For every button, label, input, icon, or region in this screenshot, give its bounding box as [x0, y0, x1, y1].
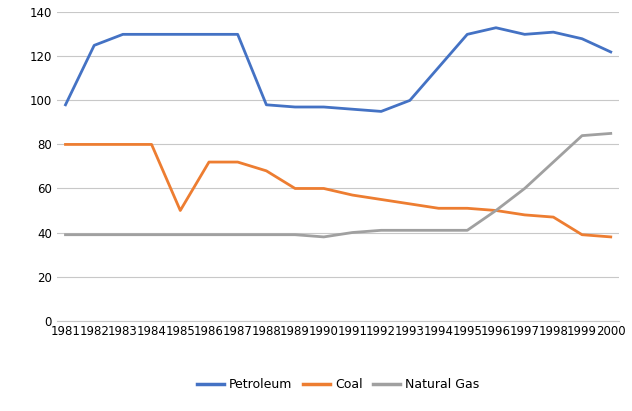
- Coal: [320, 186, 327, 191]
- Coal: [205, 159, 213, 164]
- Legend: Petroleum, Coal, Natural Gas: Petroleum, Coal, Natural Gas: [191, 373, 485, 396]
- Petroleum: [521, 32, 528, 37]
- Natural Gas: [176, 232, 184, 237]
- Natural Gas: [90, 232, 98, 237]
- Natural Gas: [463, 228, 471, 233]
- Natural Gas: [521, 186, 528, 191]
- Coal: [607, 234, 614, 239]
- Coal: [62, 142, 70, 147]
- Coal: [119, 142, 126, 147]
- Petroleum: [119, 32, 126, 37]
- Petroleum: [607, 49, 614, 54]
- Coal: [406, 201, 414, 206]
- Natural Gas: [377, 228, 385, 233]
- Line: Petroleum: Petroleum: [66, 28, 611, 111]
- Natural Gas: [578, 133, 586, 138]
- Coal: [262, 169, 270, 173]
- Natural Gas: [119, 232, 126, 237]
- Coal: [148, 142, 155, 147]
- Natural Gas: [435, 228, 442, 233]
- Coal: [377, 197, 385, 202]
- Line: Coal: Coal: [66, 144, 611, 237]
- Petroleum: [349, 107, 356, 112]
- Coal: [578, 232, 586, 237]
- Coal: [463, 206, 471, 211]
- Coal: [521, 212, 528, 217]
- Petroleum: [406, 98, 414, 103]
- Natural Gas: [205, 232, 213, 237]
- Natural Gas: [148, 232, 155, 237]
- Petroleum: [148, 32, 155, 37]
- Natural Gas: [607, 131, 614, 136]
- Natural Gas: [291, 232, 299, 237]
- Petroleum: [463, 32, 471, 37]
- Natural Gas: [406, 228, 414, 233]
- Line: Natural Gas: Natural Gas: [66, 134, 611, 237]
- Petroleum: [291, 104, 299, 109]
- Petroleum: [578, 36, 586, 41]
- Petroleum: [176, 32, 184, 37]
- Petroleum: [234, 32, 241, 37]
- Petroleum: [492, 25, 500, 30]
- Coal: [234, 159, 241, 164]
- Petroleum: [62, 102, 70, 107]
- Natural Gas: [234, 232, 241, 237]
- Coal: [349, 193, 356, 198]
- Natural Gas: [62, 232, 70, 237]
- Coal: [435, 206, 442, 211]
- Petroleum: [435, 65, 442, 70]
- Coal: [176, 208, 184, 213]
- Natural Gas: [550, 159, 557, 164]
- Natural Gas: [262, 232, 270, 237]
- Coal: [291, 186, 299, 191]
- Petroleum: [205, 32, 213, 37]
- Coal: [492, 208, 500, 213]
- Natural Gas: [320, 234, 327, 239]
- Petroleum: [90, 43, 98, 48]
- Petroleum: [550, 30, 557, 35]
- Petroleum: [377, 109, 385, 114]
- Coal: [90, 142, 98, 147]
- Natural Gas: [492, 208, 500, 213]
- Natural Gas: [349, 230, 356, 235]
- Coal: [550, 215, 557, 219]
- Petroleum: [320, 104, 327, 109]
- Petroleum: [262, 102, 270, 107]
